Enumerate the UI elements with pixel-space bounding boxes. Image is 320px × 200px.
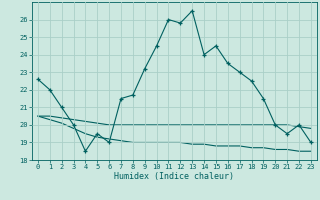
X-axis label: Humidex (Indice chaleur): Humidex (Indice chaleur) <box>115 172 234 181</box>
